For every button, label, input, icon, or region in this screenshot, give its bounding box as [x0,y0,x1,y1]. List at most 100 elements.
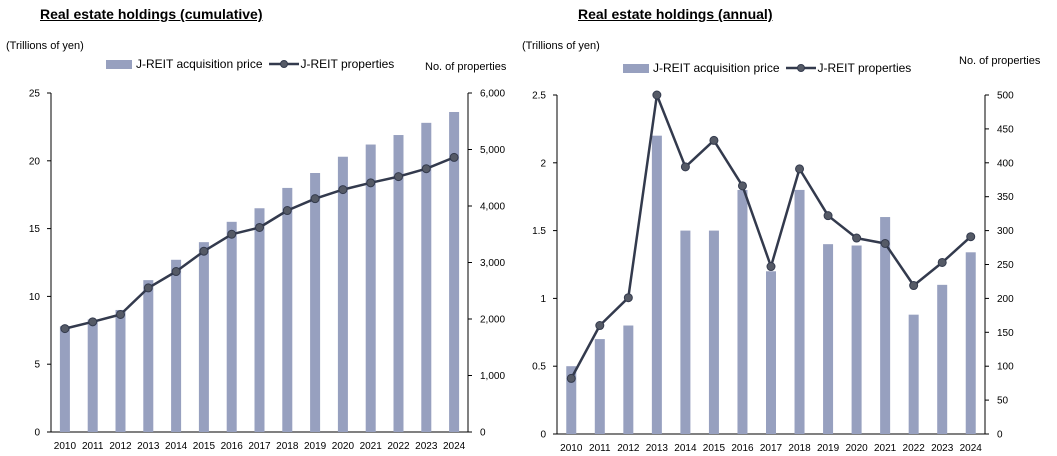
line-point [171,267,181,277]
bar [623,325,634,434]
bar [937,284,948,434]
y2-tick-label: 200 [997,294,1014,305]
y2-tick-label: 2,000 [480,315,505,326]
y2-tick-label: 350 [997,192,1014,203]
bar [59,326,70,432]
line-point [852,233,862,243]
y2-tick-label: 1,000 [480,371,505,382]
line-point [823,211,833,221]
x-tick-label: 2010 [560,443,583,454]
y2-tick-label: 0 [997,430,1003,441]
line-point [88,317,98,327]
x-tick-label: 2019 [304,441,327,452]
y2-tick-label: 500 [997,91,1014,102]
legend-bar-swatch [106,59,132,69]
y-tick-label: 2 [540,158,546,169]
line-point [966,232,976,242]
x-tick-label: 2021 [360,441,383,452]
y2-axis-label: No. of properties [425,61,507,73]
line-point [199,246,209,256]
x-tick-label: 2015 [703,443,726,454]
line-point [282,206,292,216]
cumulative-plot: 0 5 10 15 20 25 0 1,000 2,000 3,000 4,000 5,000 6,00… [29,89,506,453]
legend-bar-swatch [623,63,649,73]
x-tick-label: 2014 [674,443,697,454]
x-tick-label: 2010 [54,441,77,452]
legend-line-swatch [785,64,816,72]
line-point [255,222,264,232]
x-tick-label: 2022 [387,441,410,452]
y-axis-label: (Trillions of yen) [522,40,600,52]
y2-tick-label: 100 [997,362,1014,373]
line-point [449,152,459,162]
line-point [595,321,605,331]
bar [680,230,691,434]
bar [880,217,891,434]
y2-tick-label: 0 [480,428,486,439]
bar [449,111,460,432]
bar [794,189,805,434]
line-point [766,262,776,272]
x-tick-label: 2022 [903,443,926,454]
line-point [880,238,890,248]
x-tick-label: 2013 [646,443,669,454]
bar [594,339,605,434]
line-point [909,281,919,291]
bar [171,259,182,432]
y-tick-label: 1 [540,294,546,305]
x-tick-label: 2012 [617,443,640,454]
line-point [227,229,237,239]
x-tick-label: 2013 [137,441,160,452]
bar [282,187,293,432]
y2-tick-label: 400 [997,158,1014,169]
bar [851,245,862,434]
bar [708,230,719,434]
line-point [623,293,633,303]
y-axis-label: (Trillions of yen) [6,40,84,52]
bar [87,319,98,432]
chart-title: Real estate holdings (cumulative) [40,6,263,22]
y2-tick-label: 50 [997,396,1009,407]
y-tick-label: 25 [29,89,41,100]
x-tick-label: 2016 [731,443,754,454]
bar [310,173,321,432]
bar [393,135,404,432]
y-tick-label: 0.5 [532,362,546,373]
bar [965,252,976,434]
x-tick-label: 2023 [931,443,954,454]
x-tick-label: 2021 [874,443,897,454]
y-tick-label: 15 [29,224,41,235]
bar [337,156,348,432]
chart-title: Real estate holdings (annual) [578,6,773,22]
bar [365,144,376,432]
line-point [394,172,403,182]
x-tick-label: 2011 [82,441,104,452]
bar [115,309,126,432]
bar [823,244,834,434]
bar [737,189,748,434]
line-point [338,185,348,195]
line-point [310,194,320,204]
legend-line-label: J-REIT properties [817,61,912,75]
bar [766,271,776,434]
bar [226,221,237,432]
bar [908,314,919,434]
x-tick-label: 2014 [165,441,188,452]
bar [198,242,209,432]
x-tick-label: 2017 [760,443,783,454]
x-tick-label: 2011 [589,443,611,454]
line-point [680,162,690,172]
y-tick-label: 2.5 [532,91,546,102]
line-point [709,135,719,145]
y2-tick-label: 250 [997,260,1014,271]
bar [254,208,265,432]
y2-tick-label: 4,000 [480,202,505,213]
cumulative-chart-panel: Real estate holdings (cumulative) (Trill… [0,0,528,456]
legend-line-label: J-REIT properties [300,57,395,71]
line-point [366,178,376,188]
y-tick-label: 5 [34,360,40,371]
y2-tick-label: 5,000 [480,145,505,156]
x-tick-label: 2016 [221,441,244,452]
y2-tick-label: 300 [997,226,1014,237]
legend: J-REIT acquisition price J-REIT properti… [106,57,394,71]
